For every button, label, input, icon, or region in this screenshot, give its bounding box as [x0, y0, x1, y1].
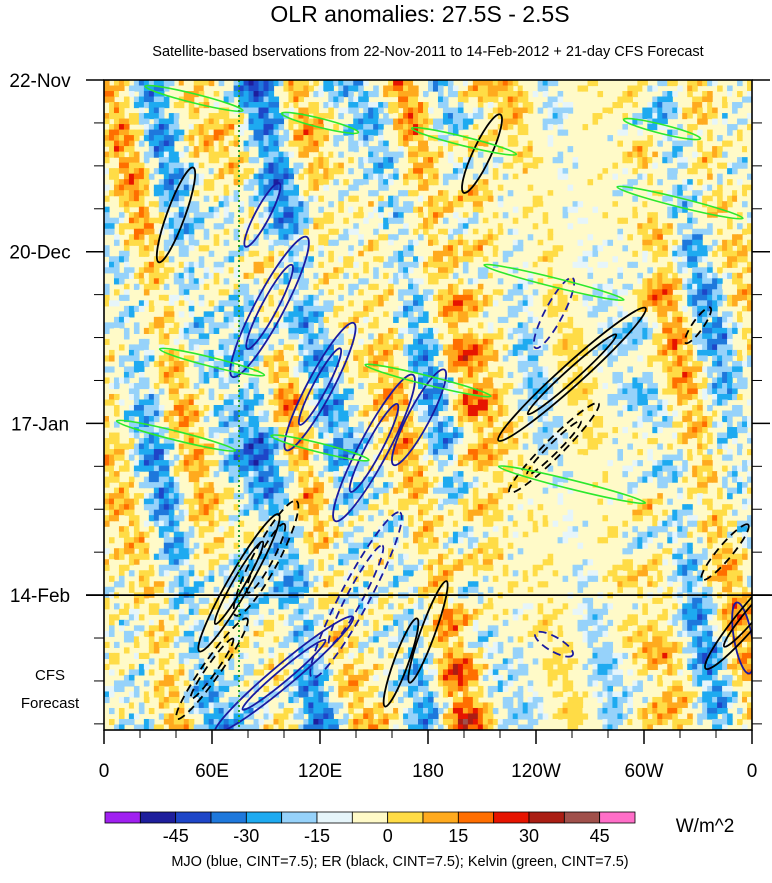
y-tick-label: 22-Nov [9, 71, 71, 92]
colorbar-swatch [388, 812, 423, 823]
y-tick-label: 20-Dec [9, 243, 70, 264]
colorbar-units: W/m^2 [676, 816, 735, 837]
colorbar-swatch [176, 812, 211, 823]
colorbar-swatch [423, 812, 458, 823]
x-tick-label: 180 [412, 761, 444, 782]
x-tick-label: 60W [624, 761, 663, 782]
colorbar-swatch [494, 812, 529, 823]
x-tick-label: 120W [511, 761, 561, 782]
x-tick-label: 60E [195, 761, 229, 782]
colorbar-swatch [529, 812, 564, 823]
colorbar-swatch [458, 812, 493, 823]
colorbar-swatch [352, 812, 387, 823]
y-tick-label: 17-Jan [11, 414, 69, 435]
plot-area [104, 80, 772, 741]
colorbar-swatch [140, 812, 175, 823]
colorbar-swatch [211, 812, 246, 823]
colorbar-label: 30 [519, 826, 539, 846]
colorbar-swatch [600, 812, 635, 823]
x-tick-label: 120E [298, 761, 342, 782]
colorbar-swatch [246, 812, 281, 823]
colorbar-label: -30 [233, 826, 259, 846]
colorbar-swatch [105, 812, 140, 823]
colorbar-swatch [282, 812, 317, 823]
x-tick-label: 0 [747, 761, 758, 782]
chart-title: OLR anomalies: 27.5S - 2.5S [270, 1, 569, 27]
forecast-label-cfs: CFS [35, 667, 65, 684]
colorbar-swatch [564, 812, 599, 823]
colorbar-label: -45 [163, 826, 189, 846]
chart-subtitle: Satellite-based bservations from 22-Nov-… [152, 44, 703, 60]
colorbar-label: 45 [590, 826, 610, 846]
colorbar-label: 15 [448, 826, 468, 846]
chart-footer: MJO (blue, CINT=7.5); ER (black, CINT=7.… [171, 854, 628, 870]
colorbar-label: -15 [304, 826, 330, 846]
colorbar-swatch [317, 812, 352, 823]
y-tick-label: 14-Feb [10, 586, 70, 607]
colorbar: -45 -30 -15 0 15 30 45 [105, 812, 635, 846]
colorbar-label: 0 [383, 826, 393, 846]
x-tick-label: 0 [99, 761, 110, 782]
x-axis: 0 60E 120E 180 120W 60W 0 [99, 730, 758, 782]
forecast-label-forecast: Forecast [21, 695, 80, 712]
